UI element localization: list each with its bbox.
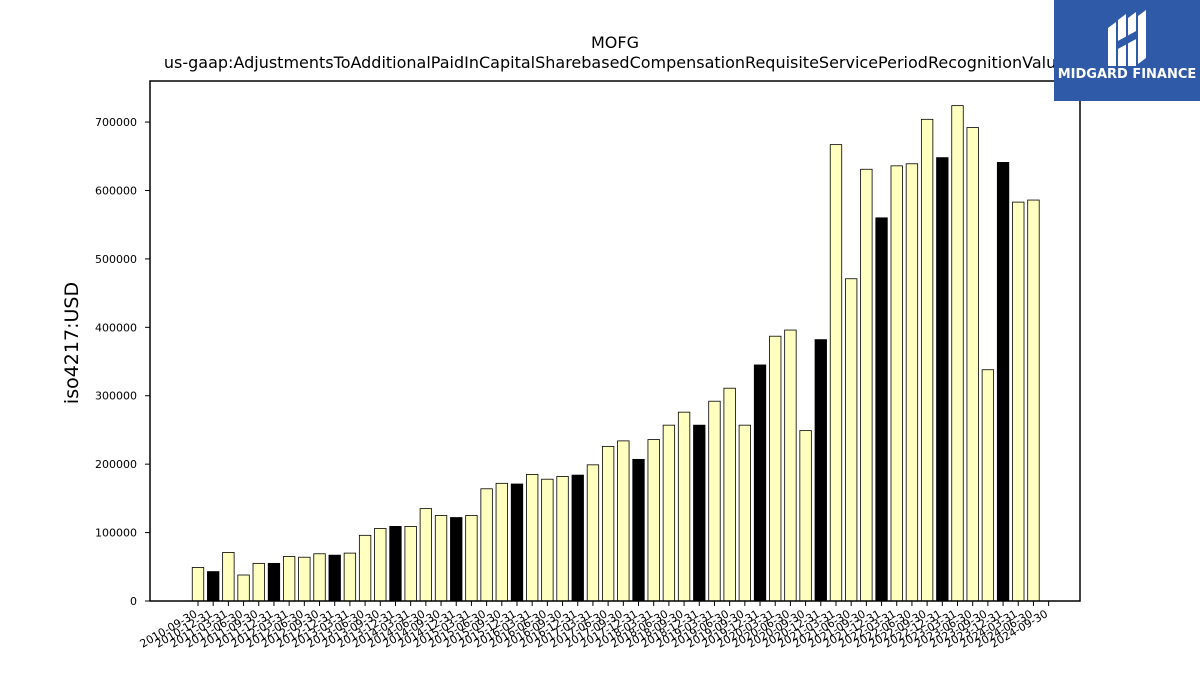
bar-2016-03-31 (526, 474, 539, 602)
plot-frame (149, 80, 1081, 602)
bar-2022-12-31 (936, 157, 949, 602)
bar-2013-06-30 (358, 534, 372, 602)
bar-2018-09-30 (677, 411, 691, 602)
y-tick-label: 200000 (95, 458, 137, 471)
bar-2023-06-30 (966, 127, 979, 602)
bar-2021-06-30 (845, 278, 858, 602)
bar-2011-09-30 (252, 562, 265, 602)
y-tick-label: 300000 (95, 390, 137, 403)
bar-2014-06-30 (419, 508, 433, 602)
chart-subtitle: us-gaap:AdjustmentsToAdditionalPaidInCap… (164, 53, 1066, 72)
y-tick-label: 400000 (95, 321, 137, 334)
bar-2019-09-30 (738, 424, 751, 602)
bar-2017-09-30 (617, 440, 630, 602)
bars-group (191, 105, 1040, 602)
bar-2011-06-30 (237, 574, 250, 602)
bar-2022-09-30 (920, 118, 934, 602)
bar-2014-09-30 (434, 515, 448, 602)
bar-2016-06-30 (541, 478, 554, 602)
bar-2016-12-31 (571, 474, 584, 602)
bar-2011-03-31 (222, 552, 235, 602)
bar-2012-12-31 (328, 554, 341, 602)
bar-2017-12-31 (632, 458, 645, 602)
bar-2023-03-31 (951, 105, 964, 602)
brand-logo: MIDGARD FINANCE (1054, 0, 1200, 101)
bar-2021-09-30 (860, 168, 873, 602)
bar-2012-09-30 (313, 553, 326, 602)
bar-2020-03-31 (769, 335, 782, 602)
bar-2015-12-31 (510, 483, 524, 602)
bar-2021-03-31 (829, 144, 843, 602)
logo-text: MIDGARD FINANCE (1057, 67, 1197, 82)
bar-2019-06-30 (723, 387, 736, 602)
bar-2010-12-31 (207, 571, 220, 602)
y-tick-label: 100000 (95, 527, 137, 540)
bar-2018-12-31 (693, 424, 706, 602)
bar-2017-06-30 (601, 445, 615, 602)
chart-title: MOFG (591, 33, 639, 52)
y-ticks-group: 0 100000 200000 300000 400000 500000 600000 700… (95, 116, 150, 608)
bar-2012-03-31 (282, 556, 296, 602)
bar-2019-03-31 (708, 400, 721, 602)
bar-2023-09-30 (981, 369, 995, 602)
bar-2016-09-30 (556, 476, 569, 602)
bar-2018-06-30 (662, 424, 676, 602)
y-axis-label: iso4217:USD (61, 282, 83, 404)
bar-2010-09-30 (191, 567, 205, 602)
bar-2013-09-30 (374, 528, 387, 602)
bar-2011-12-31 (267, 562, 281, 602)
bar-2022-06-30 (905, 163, 919, 602)
bar-2015-06-30 (480, 488, 493, 602)
bar-2017-03-31 (586, 464, 600, 602)
y-tick-label: 600000 (95, 184, 137, 197)
bar-2023-12-31 (996, 162, 1010, 602)
bar-2024-06-30 (1027, 199, 1040, 602)
bar-2018-03-31 (647, 439, 660, 602)
bar-2020-09-30 (799, 430, 812, 602)
bar-2014-03-31 (404, 526, 417, 602)
midgard-logo-icon (1108, 10, 1146, 66)
bar-2013-03-31 (343, 552, 357, 602)
bar-2013-12-31 (389, 526, 402, 602)
bar-2022-03-31 (890, 165, 903, 602)
x-ticks-group: 2010-09-302010-12-312011-03-312011-06-30… (138, 601, 1050, 651)
bar-2019-12-31 (753, 364, 767, 602)
y-tick-label: 500000 (95, 253, 137, 266)
bar-2020-06-30 (784, 329, 797, 602)
bar-2015-03-31 (465, 515, 478, 602)
bar-2015-09-30 (495, 482, 508, 602)
y-tick-label: 700000 (95, 116, 137, 129)
bar-2012-06-30 (298, 556, 311, 602)
bar-2024-03-31 (1012, 201, 1025, 602)
bar-2020-12-31 (814, 339, 827, 602)
y-tick-label: 0 (130, 595, 137, 608)
bar-2021-12-31 (875, 217, 888, 602)
bar-2014-12-31 (450, 517, 463, 602)
